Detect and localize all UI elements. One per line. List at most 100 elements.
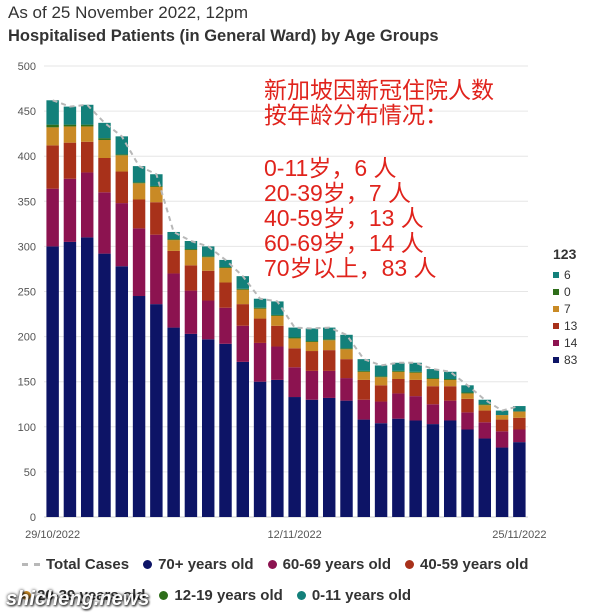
legend-label: 40-59 years old — [419, 555, 529, 573]
legend-item[interactable]: 12-19 years old — [159, 586, 283, 604]
bar-segment-60-69-years-old — [184, 290, 198, 334]
bar-segment-40-59-years-old — [409, 379, 422, 397]
bar-segment-0-11-years-old — [80, 104, 94, 125]
legend-label: 70+ years old — [158, 555, 254, 573]
bar-segment-40-59-years-old — [374, 385, 388, 402]
chinese-annotation: 新加坡因新冠住院人数 按年龄分布情况： 0-11岁，6 人 20-39岁，7 人… — [264, 78, 494, 281]
bar-segment-60-69-years-old — [98, 192, 111, 254]
bar-segment-70-years-old — [150, 304, 163, 517]
x-axis-tick-labels: 29/10/2022 12/11/2022 25/11/2022 — [25, 529, 546, 541]
legend-item[interactable]: 20-39 years old — [22, 587, 145, 604]
bar-segment-0-11-years-old — [150, 174, 163, 186]
annotation-line-60-69: 60-69岁，14 人 — [264, 230, 424, 256]
bar-segment-40-59-years-old — [98, 158, 111, 193]
bar-segment-40-59-years-old — [201, 270, 215, 301]
key-swatch — [553, 322, 559, 329]
bar-segment-20-39-years-old — [63, 126, 77, 143]
watermark: shicheng.news — [6, 588, 150, 610]
bar-segment-60-69-years-old — [150, 234, 163, 305]
bars — [46, 100, 526, 517]
bar-segment-60-69-years-old — [340, 378, 353, 401]
key-swatch — [553, 305, 559, 312]
legend-dot-icon — [143, 559, 153, 569]
bar-segment-70-years-old — [305, 399, 319, 517]
bar-segment-0-11-years-old — [167, 231, 180, 240]
bar-segment-60-69-years-old — [288, 367, 301, 398]
legend-label: 0-11 years old — [311, 586, 412, 604]
bar-segment-40-59-years-old — [513, 417, 526, 430]
annotation-line-0-11: 0-11岁，6 人 — [264, 155, 397, 181]
bar-segment-40-59-years-old — [184, 265, 198, 291]
bar-segment-60-69-years-old — [426, 404, 440, 425]
bar-segment-70-years-old — [219, 343, 232, 517]
bar-segment-12-19-years-old — [150, 185, 163, 187]
legend-dash-icon — [22, 562, 40, 566]
legend-item[interactable]: 40-59 years old — [404, 555, 529, 573]
bar-segment-20-39-years-old — [322, 340, 336, 351]
bar-segment-0-11-years-old — [461, 385, 474, 393]
bar-segment-40-59-years-old — [443, 386, 457, 401]
key-value: 7 — [564, 301, 571, 316]
bar-segment-60-69-years-old — [478, 422, 492, 439]
bar-segment-20-39-years-old — [461, 393, 474, 399]
bar-segment-0-11-years-old — [271, 301, 284, 315]
bar-segment-40-59-years-old — [115, 171, 129, 204]
bar-segment-70-years-old — [201, 339, 215, 517]
x-tick-label: 25/11/2022 — [492, 529, 546, 541]
bar-segment-12-19-years-old — [46, 124, 59, 128]
bar-segment-70-years-old — [236, 361, 250, 517]
bar-segment-12-19-years-old — [409, 371, 422, 373]
legend-item[interactable]: 0-11 years old — [296, 586, 412, 604]
bar-segment-40-59-years-old — [80, 141, 94, 173]
y-tick-label: 150 — [18, 377, 36, 389]
bar-segment-20-39-years-old — [201, 257, 215, 271]
legend-item[interactable]: 70+ years old — [143, 555, 254, 573]
bar-segment-0-11-years-old — [201, 246, 215, 257]
bar-segment-40-59-years-old — [288, 348, 301, 368]
bar-segment-70-years-old — [478, 438, 492, 517]
stacked-bar-chart: 0 50 100 150 200 250 300 350 400 450 500 29/10/202… — [18, 61, 547, 541]
bar-segment-60-69-years-old — [443, 400, 457, 421]
bar-segment-70-years-old — [253, 381, 267, 517]
total-cases-series-line — [52, 99, 520, 412]
bar-segment-40-59-years-old — [219, 282, 232, 308]
key-swatch — [553, 271, 559, 278]
y-tick-label: 500 — [18, 61, 36, 73]
bar-segment-0-11-years-old — [253, 298, 267, 308]
y-axis-tick-labels: 0 50 100 150 200 250 300 350 400 450 500 — [18, 61, 36, 524]
key-swatch — [553, 288, 559, 295]
bar-segment-70-years-old — [443, 420, 457, 517]
bar-segment-0-11-years-old — [322, 327, 336, 340]
bar-segment-12-19-years-old — [374, 376, 388, 378]
key-row: 83 — [553, 351, 577, 368]
bar-segment-40-59-years-old — [340, 359, 353, 379]
bar-segment-70-years-old — [357, 419, 371, 517]
bar-segment-20-39-years-old — [340, 349, 353, 360]
legend-item[interactable]: Total Cases — [22, 556, 129, 573]
y-tick-label: 350 — [18, 196, 36, 208]
bar-segment-0-11-years-old — [357, 359, 371, 371]
bar-segment-20-39-years-old — [443, 379, 457, 387]
bar-segment-12-19-years-old — [253, 307, 267, 309]
key-value: 0 — [564, 284, 571, 299]
legend-label: 12-19 years old — [174, 586, 283, 604]
bar-segment-70-years-old — [132, 296, 146, 517]
key-row: 7 — [553, 300, 577, 317]
bar-segment-60-69-years-old — [409, 396, 422, 421]
bar-segment-20-39-years-old — [150, 186, 163, 203]
as-of-timestamp: As of 25 November 2022, 12pm — [8, 3, 249, 22]
legend-item[interactable]: 60-69 years old — [267, 555, 391, 573]
bar-segment-60-69-years-old — [80, 172, 94, 238]
bar-segment-12-19-years-old — [288, 337, 301, 339]
legend-label: 60-69 years old — [282, 555, 391, 573]
bar-segment-12-19-years-old — [167, 239, 180, 241]
annotation-line-70plus: 70岁以上，83 人 — [264, 255, 437, 281]
key-row: 6 — [553, 266, 577, 283]
annotation-heading-1: 新加坡因新冠住院人数 — [264, 77, 494, 103]
bar-segment-60-69-years-old — [374, 401, 388, 424]
annotation-heading-2: 按年龄分布情况： — [264, 102, 448, 128]
bar-segment-60-69-years-old — [219, 307, 232, 344]
bar-segment-60-69-years-old — [167, 273, 180, 328]
bar-segment-60-69-years-old — [201, 300, 215, 340]
total-cases-line — [52, 99, 520, 412]
